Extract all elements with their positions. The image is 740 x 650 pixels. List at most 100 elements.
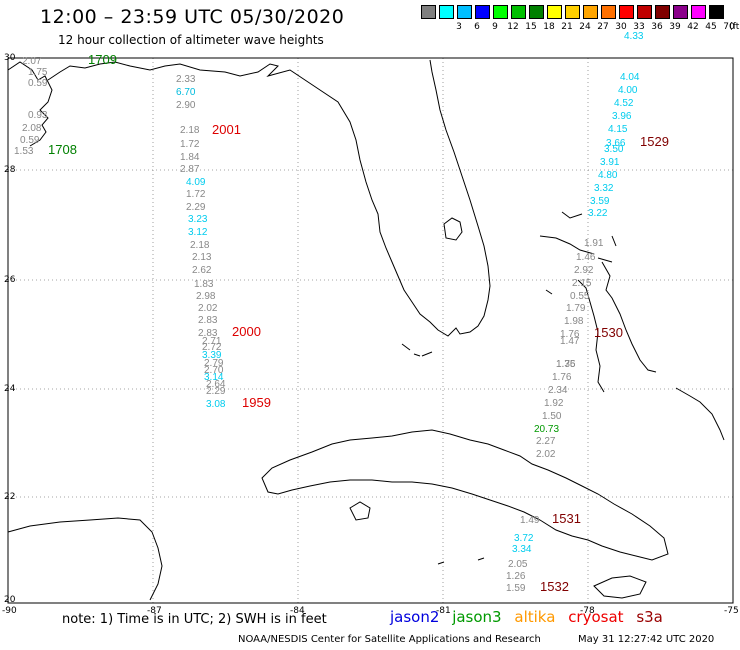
wave-height-value: 2.79 (204, 358, 224, 369)
legend-swatch (709, 5, 724, 19)
legend-swatch (601, 5, 616, 19)
wave-height-value: 2.92 (574, 265, 594, 276)
wave-height-value: 1.75 (556, 359, 576, 370)
jamaica-coast (593, 575, 647, 599)
pass-time-label: 2000 (232, 324, 261, 339)
pass-time-label: 2001 (212, 122, 241, 137)
wave-height-value: 2.98 (196, 291, 216, 302)
pass-time-label: 1959 (242, 395, 271, 410)
legend-label: 3 (456, 22, 462, 32)
wave-height-value: 1.47 (560, 336, 580, 347)
legend-swatch (655, 5, 670, 19)
lat-labels: 30 28 26 24 22 20 (4, 53, 16, 605)
legend-label: 42 (687, 22, 699, 32)
credit-line: NOAA/NESDIS Center for Satellite Applica… (238, 634, 541, 645)
wave-height-value: 3.14 (204, 372, 224, 383)
pass-time-label: 1531 (552, 511, 581, 526)
yucatan-coast (7, 517, 163, 601)
wave-height-value: 2.90 (176, 100, 196, 111)
wave-height-value: 2.18 (180, 125, 200, 136)
wave-height-value: 2.07 (22, 56, 42, 67)
legend-swatch (619, 5, 634, 19)
wave-height-value: 3.50 (604, 144, 624, 155)
wave-height-value: 1.98 (564, 316, 584, 327)
legend-swatch (421, 5, 436, 19)
wave-height-value: 3.59 (590, 196, 610, 207)
wave-height-value: 2.87 (180, 164, 200, 175)
wave-height-value: 2.18 (190, 240, 210, 251)
wave-height-value: 1.72 (186, 189, 206, 200)
wave-height-value: 1.36 (556, 359, 576, 370)
legend-swatch (673, 5, 688, 19)
lon-label: -90 (2, 606, 17, 616)
legend-label: 33 (633, 22, 645, 32)
lon-label: -75 (724, 606, 739, 616)
wave-height-value: 0.59 (28, 78, 48, 89)
legend-swatch (457, 5, 472, 19)
legend-label: 12 (507, 22, 519, 32)
legend-label: 39 (669, 22, 681, 32)
bahamas-grand (539, 235, 613, 263)
pass-time-label: 1708 (48, 142, 77, 157)
wave-height-value: 2.29 (186, 202, 206, 213)
lat-label: 20 (4, 595, 16, 605)
wave-height-value: 3.22 (588, 208, 608, 219)
wave-height-value: 2.62 (192, 265, 212, 276)
legend-label: 6 (474, 22, 480, 32)
legend-label: 27 (597, 22, 609, 32)
legend-label: 24 (579, 22, 591, 32)
legend-swatch (439, 5, 454, 19)
legend-swatch (691, 5, 706, 19)
wave-height-value: 1.76 (552, 372, 572, 383)
wave-height-value: 2.29 (206, 386, 226, 397)
wave-height-value: 1.92 (544, 398, 564, 409)
legend-label: 18 (543, 22, 555, 32)
map-frame (7, 57, 734, 604)
wave-height-value: 2.27 (536, 436, 556, 447)
bahamas-exuma (675, 387, 725, 441)
wave-height-value: 6.70 (176, 87, 196, 98)
satellite-cryosat: cryosat (568, 608, 624, 626)
legend-swatch (529, 5, 544, 19)
wave-height-value: 2.34 (548, 385, 568, 396)
wave-height-value: 2.83 (198, 315, 218, 326)
legend-swatch (493, 5, 508, 19)
bahamas-eleuthera (601, 261, 657, 373)
lat-label: 22 (4, 492, 15, 502)
map-grid (8, 58, 733, 603)
wave-height-value: 2.13 (192, 252, 212, 263)
generated-timestamp: May 31 12:27:42 UTC 2020 (578, 634, 715, 645)
wave-height-value: 3.72 (514, 533, 534, 544)
wave-height-value: 4.80 (598, 170, 618, 181)
florida-keys (401, 343, 433, 357)
coastlines (7, 59, 725, 601)
wave-height-value: 3.66 (606, 138, 626, 149)
lat-label: 26 (4, 275, 16, 285)
wave-height-value: 1.76 (560, 329, 580, 340)
legend-swatch (511, 5, 526, 19)
wave-height-value: 2.08 (22, 123, 42, 134)
legend-swatch (475, 5, 490, 19)
wave-height-value: 4.33 (624, 31, 644, 42)
wave-height-value: 2.71 (202, 336, 222, 347)
wave-height-value: 4.09 (186, 177, 206, 188)
legend-swatch (637, 5, 652, 19)
wave-height-value: 2.33 (176, 74, 196, 85)
legend-label: 9 (492, 22, 498, 32)
lon-label: -84 (290, 606, 305, 616)
satellite-s3a: s3a (636, 608, 663, 626)
wave-height-value: 2.02 (198, 303, 218, 314)
wave-height-value: 2.70 (204, 365, 224, 376)
wave-height-value: 0.93 (28, 110, 48, 121)
wave-height-value: 1.26 (506, 571, 526, 582)
pass-time-label: 1529 (640, 134, 669, 149)
wave-height-value: 1.83 (194, 279, 214, 290)
wave-height-value: 3.91 (600, 157, 620, 168)
wave-height-value: 1.72 (180, 139, 200, 150)
wave-height-value: 1.46 (576, 252, 596, 263)
map-title: 12:00 – 23:59 UTC 05/30/2020 (40, 6, 345, 28)
legend-label: 70 (723, 22, 735, 32)
wave-height-value: 2.15 (572, 278, 592, 289)
pass-time-label: 1532 (540, 579, 569, 594)
